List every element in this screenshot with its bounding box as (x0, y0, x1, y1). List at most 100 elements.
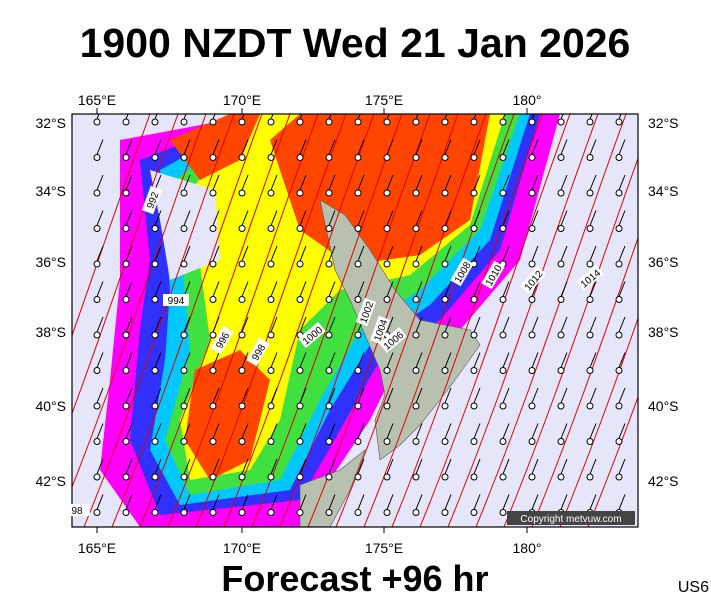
station (499, 118, 507, 126)
station (499, 509, 507, 516)
isobar (335, 114, 487, 527)
station (383, 154, 391, 161)
wind-barb (96, 174, 104, 191)
wind-barb (270, 210, 278, 226)
station (209, 509, 217, 516)
wind-barb (299, 316, 307, 333)
wind-barb (386, 174, 394, 191)
station (441, 154, 449, 161)
wind-barb (444, 352, 452, 368)
wind-barb (415, 458, 423, 475)
station (209, 189, 217, 197)
wind-barb (299, 210, 307, 226)
station (586, 438, 594, 445)
wind-barb (241, 281, 249, 297)
wind-barb (212, 174, 220, 191)
wind-barb (270, 114, 274, 120)
station (441, 118, 449, 126)
wind-barb (473, 387, 481, 404)
station (441, 225, 449, 232)
wind-barb (96, 494, 104, 510)
station (122, 438, 130, 445)
station (122, 402, 130, 410)
station (470, 438, 478, 445)
wind-barb (212, 423, 220, 439)
wind-barb (183, 316, 191, 333)
wind-barb (618, 458, 626, 475)
isobar-label-box (64, 504, 90, 516)
station (470, 473, 478, 481)
station (296, 402, 304, 410)
station (354, 260, 362, 268)
isobar (503, 156, 638, 527)
wind-barb (328, 458, 336, 475)
station (151, 402, 159, 410)
station (615, 260, 623, 268)
wind-barb (560, 139, 568, 155)
wind-barb (444, 281, 452, 297)
station (615, 367, 623, 374)
station (122, 189, 130, 197)
wind-barb (531, 352, 539, 368)
isobar (223, 114, 375, 527)
station (615, 189, 623, 197)
wind-barb (154, 210, 162, 226)
wind-barb (154, 494, 162, 510)
station (325, 509, 333, 516)
station (615, 402, 623, 410)
lon-label: 170°E (223, 92, 261, 108)
station (209, 473, 217, 481)
station (151, 225, 159, 232)
station (354, 367, 362, 374)
wind-barb (386, 316, 394, 333)
wind-barb (299, 114, 303, 120)
station (383, 189, 391, 197)
wind-barb (560, 352, 568, 368)
wind-barb (328, 387, 336, 404)
wind-barb (357, 423, 365, 439)
wind-barb (560, 316, 568, 333)
station (383, 438, 391, 445)
station (383, 473, 391, 481)
station (267, 154, 275, 161)
station (267, 402, 275, 410)
station (470, 154, 478, 161)
wind-barb (589, 458, 597, 475)
isobar (559, 316, 638, 527)
wind-barb (241, 210, 249, 226)
wind-barb (183, 387, 191, 404)
station (383, 260, 391, 268)
wind-barb (531, 458, 539, 475)
station (557, 189, 565, 197)
wind-barb (560, 281, 568, 297)
wind-barb (241, 458, 249, 475)
station (354, 331, 362, 339)
wind-barb (618, 352, 626, 368)
isobar (363, 114, 515, 527)
station (180, 367, 188, 374)
wind-barb (386, 352, 394, 368)
station (528, 260, 536, 268)
station (441, 438, 449, 445)
lon-label: 170°E (223, 540, 261, 556)
station (93, 438, 101, 445)
station (325, 367, 333, 374)
station (412, 331, 420, 339)
station (412, 225, 420, 232)
wind-barb (589, 210, 597, 226)
station (499, 331, 507, 339)
station (267, 296, 275, 303)
station (557, 154, 565, 161)
station (209, 331, 217, 339)
wind-barb (386, 114, 390, 120)
wind-barb (473, 139, 481, 155)
station (209, 402, 217, 410)
wind-barb (299, 174, 307, 191)
lat-label: 38°S (35, 324, 66, 340)
isobar (72, 114, 151, 338)
isobar-label-box (355, 297, 377, 327)
station (93, 296, 101, 303)
station (93, 509, 101, 516)
station (383, 367, 391, 374)
wind-barb (270, 423, 278, 439)
